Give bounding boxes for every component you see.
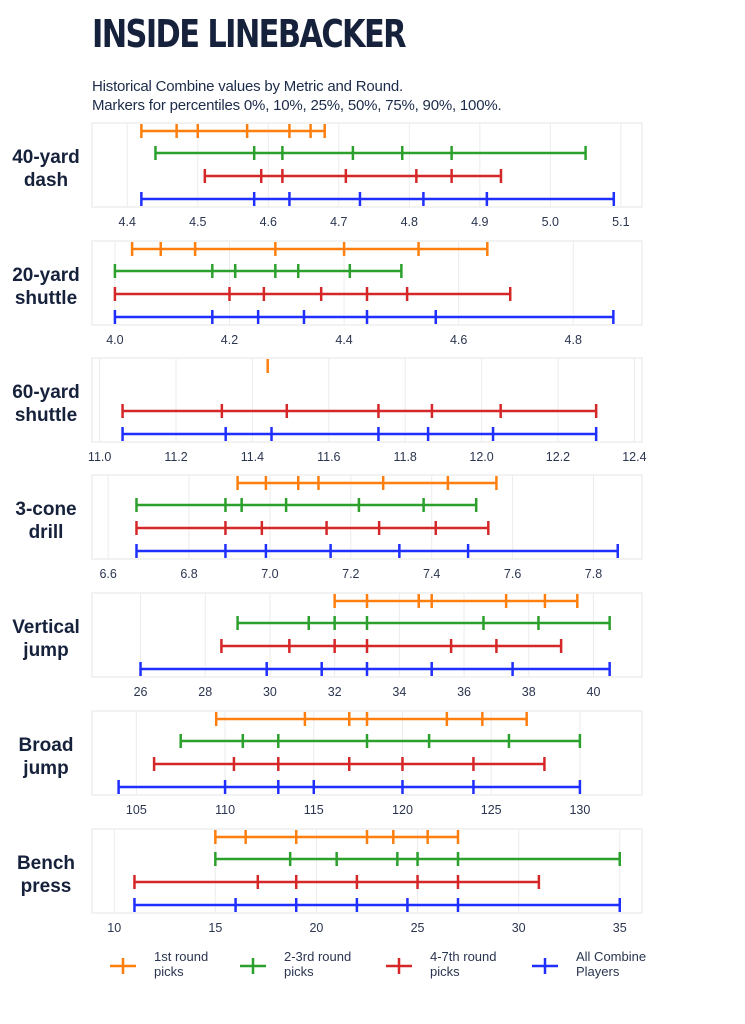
60-yard-shuttle-tick-label: 12.4 — [622, 450, 646, 464]
3-cone-drill-tick-label: 6.8 — [180, 567, 197, 581]
legend-round1-label-line: 1st round — [154, 949, 208, 964]
broad-jump-tick-label: 110 — [215, 803, 235, 817]
bench-press-tick-label: 15 — [208, 921, 222, 935]
40-yard-dash-metric-label-line: 40-yard — [12, 147, 80, 168]
legend-all-label-line: Players — [576, 964, 620, 979]
legend-round1-label: 1st round picks — [154, 949, 208, 979]
60-yard-shuttle-tick-label: 11.2 — [164, 450, 187, 464]
bench-press-metric-label-line: press — [21, 876, 72, 897]
40-yard-dash-panel-frame — [91, 122, 643, 208]
bench-press-metric-label-line: Bench — [17, 853, 75, 874]
40-yard-dash-tick-label: 4.9 — [471, 215, 488, 229]
vertical-jump-tick-label: 40 — [587, 685, 601, 699]
3-cone-drill-metric-label: 3-cone drill — [15, 499, 76, 543]
20-yard-shuttle-metric-label: 20-yard shuttle — [12, 265, 80, 309]
legend-round23-label-line: 2-3rd round — [284, 949, 351, 964]
legend-round47-label: 4-7th round picks — [430, 949, 497, 979]
60-yard-shuttle-tick-label: 11.6 — [317, 450, 340, 464]
40-yard-dash-tick-label: 4.5 — [189, 215, 206, 229]
broad-jump-tick-label: 120 — [392, 803, 413, 817]
legend-all-label: All Combine Players — [576, 949, 646, 979]
40-yard-dash-tick-label: 4.4 — [119, 215, 136, 229]
60-yard-shuttle-tick-label: 11.4 — [241, 450, 264, 464]
legend-round47-label-line: picks — [430, 964, 460, 979]
40-yard-dash-tick-label: 4.6 — [260, 215, 277, 229]
60-yard-shuttle-panel-frame — [91, 357, 643, 443]
bench-press-metric-label: Bench press — [17, 853, 75, 897]
vertical-jump-tick-label: 36 — [457, 685, 471, 699]
60-yard-shuttle-metric-label-line: 60-yard — [12, 382, 80, 403]
60-yard-shuttle-tick-label: 12.0 — [469, 450, 493, 464]
40-yard-dash-tick-label: 5.1 — [612, 215, 629, 229]
broad-jump-tick-label: 125 — [481, 803, 502, 817]
40-yard-dash-tick-label: 4.8 — [401, 215, 418, 229]
60-yard-shuttle-metric-label: 60-yard shuttle — [12, 382, 80, 426]
60-yard-shuttle-tick-label: 11.0 — [88, 450, 111, 464]
20-yard-shuttle-tick-label: 4.8 — [565, 333, 582, 347]
bench-press-tick-label: 10 — [107, 921, 121, 935]
bench-press-tick-label: 20 — [309, 921, 323, 935]
vertical-jump-tick-label: 38 — [522, 685, 536, 699]
60-yard-shuttle-metric-label-line: shuttle — [15, 405, 77, 426]
broad-jump-metric-label: Broad jump — [19, 735, 74, 779]
3-cone-drill-tick-label: 7.2 — [342, 567, 359, 581]
20-yard-shuttle-tick-label: 4.0 — [106, 333, 123, 347]
3-cone-drill-panel-frame — [91, 474, 643, 560]
broad-jump-tick-label: 130 — [569, 803, 590, 817]
bench-press-tick-label: 30 — [512, 921, 526, 935]
3-cone-drill-tick-label: 7.8 — [585, 567, 602, 581]
broad-jump-tick-label: 105 — [126, 803, 147, 817]
20-yard-shuttle-tick-label: 4.4 — [335, 333, 352, 347]
legend-round23-label: 2-3rd round picks — [284, 949, 351, 979]
3-cone-drill-tick-label: 7.0 — [261, 567, 278, 581]
vertical-jump-metric-label: Vertical jump — [12, 617, 80, 661]
vertical-jump-tick-label: 26 — [134, 685, 148, 699]
vertical-jump-tick-label: 32 — [328, 685, 342, 699]
40-yard-dash-tick-label: 5.0 — [542, 215, 559, 229]
bench-press-tick-label: 35 — [613, 921, 627, 935]
3-cone-drill-tick-label: 6.6 — [99, 567, 116, 581]
3-cone-drill-tick-label: 7.4 — [423, 567, 440, 581]
20-yard-shuttle-metric-label-line: shuttle — [15, 288, 77, 309]
broad-jump-metric-label-line: Broad — [19, 735, 74, 756]
legend-all-label-line: All Combine — [576, 949, 646, 964]
vertical-jump-metric-label-line: jump — [22, 640, 68, 661]
bench-press-tick-label: 25 — [411, 921, 425, 935]
broad-jump-tick-label: 115 — [304, 803, 324, 817]
3-cone-drill-metric-label-line: 3-cone — [15, 499, 76, 520]
20-yard-shuttle-tick-label: 4.2 — [221, 333, 238, 347]
20-yard-shuttle-metric-label-line: 20-yard — [12, 265, 80, 286]
legend-round47-label-line: 4-7th round — [430, 949, 497, 964]
60-yard-shuttle-tick-label: 11.8 — [393, 450, 416, 464]
subtitle-line-1: Historical Combine values by Metric and … — [92, 78, 403, 95]
subtitle-line-2: Markers for percentiles 0%, 10%, 25%, 50… — [92, 97, 502, 114]
vertical-jump-tick-label: 30 — [263, 685, 277, 699]
3-cone-drill-metric-label-line: drill — [29, 522, 64, 543]
3-cone-drill-tick-label: 7.6 — [504, 567, 521, 581]
20-yard-shuttle-tick-label: 4.6 — [450, 333, 467, 347]
40-yard-dash-metric-label: 40-yard dash — [12, 147, 80, 191]
page-title: INSIDE LINEBACKER — [92, 12, 407, 56]
40-yard-dash-tick-label: 4.7 — [330, 215, 347, 229]
legend-round1-label-line: picks — [154, 964, 184, 979]
40-yard-dash-metric-label-line: dash — [24, 170, 68, 191]
broad-jump-metric-label-line: jump — [22, 758, 68, 779]
vertical-jump-tick-label: 28 — [198, 685, 212, 699]
vertical-jump-tick-label: 34 — [392, 685, 406, 699]
vertical-jump-metric-label-line: Vertical — [12, 617, 80, 638]
60-yard-shuttle-tick-label: 12.2 — [546, 450, 570, 464]
legend-round23-label-line: picks — [284, 964, 314, 979]
